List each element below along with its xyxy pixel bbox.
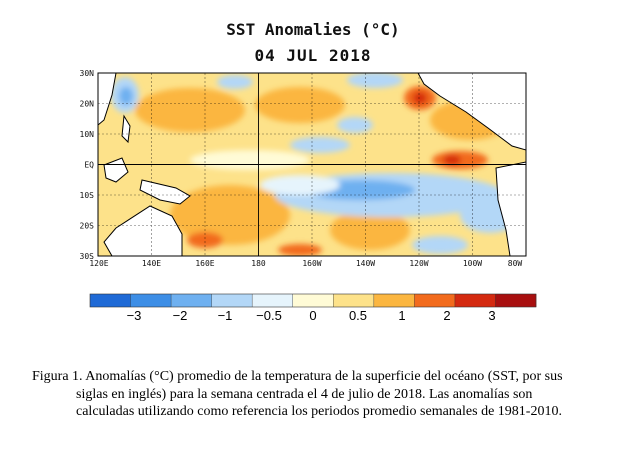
lon-label: 120W: [409, 259, 428, 268]
anomaly-patch-cool: [337, 117, 373, 133]
colorbar-tick-label: 1: [398, 308, 405, 323]
lat-label: 20N: [80, 100, 95, 109]
anomaly-field: [98, 73, 526, 256]
anomaly-patch-warm: [255, 87, 345, 123]
colorbar-swatch: [292, 294, 334, 307]
lon-label: 160W: [302, 259, 321, 268]
land-masses: [98, 73, 526, 256]
anomaly-patch-cool: [347, 73, 403, 88]
landmass-north-america: [417, 73, 526, 151]
colorbar-swatch: [90, 294, 131, 307]
map-title: SST Anomalies (°C): [226, 20, 400, 39]
colorbar-tick-label: −3: [127, 308, 142, 323]
lat-label: 30N: [80, 69, 95, 78]
lat-label: 20S: [80, 222, 95, 231]
colorbar-swatch: [454, 294, 496, 307]
lon-label: 120E: [89, 259, 108, 268]
colorbar-tick-label: −1: [218, 308, 233, 323]
lon-label: 140W: [356, 259, 375, 268]
lat-label: 10S: [80, 191, 95, 200]
colorbar-swatch: [333, 294, 375, 307]
colorbar: [89, 293, 537, 308]
colorbar-swatch: [373, 294, 415, 307]
caption-line-1: Figura 1. Anomalías (°C) promedio de la …: [32, 369, 563, 384]
landmass-asia: [98, 73, 117, 126]
anomaly-patch-warm: [330, 210, 410, 250]
landmass-borneo: [103, 157, 129, 183]
map-gridlines: [98, 73, 526, 256]
landmass-new-guinea: [139, 179, 191, 205]
anomaly-patch-cool: [217, 75, 253, 89]
landmass-philippines: [121, 114, 131, 144]
anomaly-patch-hot: [413, 92, 427, 104]
colorbar-tick-label: 0.5: [349, 308, 367, 323]
anomaly-patch-neutral: [260, 175, 340, 195]
colorbar-swatch: [414, 294, 456, 307]
lat-label: EQ: [84, 161, 94, 170]
lon-axis: 120E 140E 160E 180 160W 140W 120W 100W 8…: [89, 259, 522, 268]
lat-label: 30S: [80, 252, 95, 261]
lat-axis: 30N 20N 10N EQ 10S 20S 30S: [80, 69, 95, 261]
colorbar-swatch: [495, 294, 537, 307]
figure-caption: Figura 1. Anomalías (°C) promedio de la …: [32, 368, 592, 421]
caption-continuation: siglas en inglés) para la semana centrad…: [76, 386, 562, 420]
anomaly-patch-hot: [443, 155, 461, 165]
lon-label: 100W: [463, 259, 482, 268]
lon-label: 180: [251, 259, 266, 268]
anomaly-patch-neutral: [190, 150, 310, 170]
colorbar-tick-label: 2: [443, 308, 450, 323]
colorbar-swatch: [252, 294, 294, 307]
anomaly-patch-warm: [135, 88, 245, 132]
anomaly-patch-cool: [290, 137, 350, 153]
anomaly-patch-hot: [278, 244, 322, 256]
colorbar-swatch: [171, 294, 212, 307]
landmass-australia: [103, 205, 183, 256]
lon-label: 80W: [508, 259, 523, 268]
colorbar-tick-label: 0: [309, 308, 316, 323]
colorbar-frame: [89, 293, 537, 308]
map-date: 04 JUL 2018: [254, 46, 372, 65]
anomaly-patch-cool: [119, 87, 133, 105]
lon-label: 140E: [142, 259, 161, 268]
anomaly-patch-cool: [412, 236, 468, 254]
colorbar-swatch: [211, 294, 253, 307]
colorbar-tick-label: 3: [488, 308, 495, 323]
anomaly-patch-hot: [187, 232, 223, 248]
colorbar-tick-label: −0.5: [256, 308, 282, 323]
landmass-south-america: [495, 161, 526, 256]
anomaly-patch-warm: [170, 185, 290, 245]
colorbar-tick-label: −2: [173, 308, 188, 323]
lat-label: 10N: [80, 130, 95, 139]
colorbar-ticks: −3 −2 −1 −0.5 0 0.5 1 2 3: [127, 308, 496, 323]
map-frame: [97, 72, 527, 257]
lon-label: 160E: [195, 259, 214, 268]
colorbar-swatch: [130, 294, 172, 307]
